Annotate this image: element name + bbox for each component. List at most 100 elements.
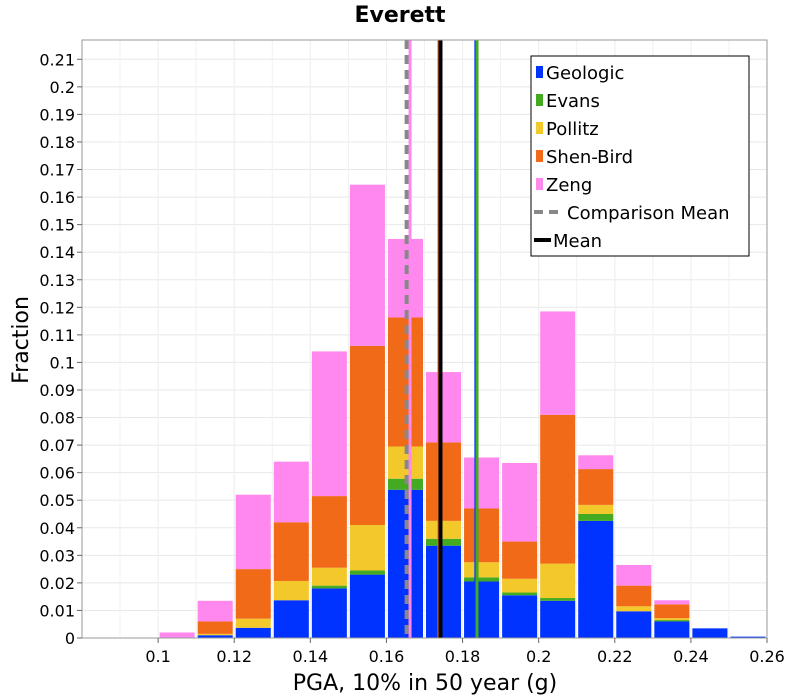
bar-zeng-2 [235,494,271,570]
legend-label-mean: Mean [553,231,602,252]
bar-pollitz-2 [235,618,271,628]
y-tick-label-13: 0.13 [39,271,75,290]
y-tick-label-12: 0.12 [39,298,75,317]
legend-label-zeng: Zeng [546,175,592,196]
bar-geologic-8 [464,581,500,638]
y-tick-label-3: 0.03 [39,546,75,565]
bar-shen-bird-9 [502,541,538,579]
bar-zeng-1 [197,600,233,622]
y-tick-label-15: 0.15 [39,216,75,235]
bar-zeng-11 [578,455,614,470]
bar-evans-5 [349,570,385,575]
legend-swatch-evans [536,94,543,106]
bar-shen-bird-5 [349,345,385,526]
bar-shen-bird-8 [464,508,500,563]
legend-label-shen-bird: Shen-Bird [546,147,633,168]
bar-pollitz-1 [197,633,233,636]
y-axis-label: Fraction [9,296,34,384]
y-tick-label-17: 0.17 [39,161,75,180]
bar-geologic-12 [616,611,652,638]
legend-label-evans: Evans [546,91,600,112]
mean-lines [404,40,479,638]
bar-zeng-5 [349,184,385,346]
x-tick-label-4: 0.18 [445,647,481,666]
bar-geologic-2 [235,627,271,638]
bar-zeng-4 [311,351,347,497]
bar-geologic-10 [540,600,576,638]
y-tick-label-1: 0.01 [39,601,75,620]
bar-evans-8 [464,577,500,582]
bar-shen-bird-2 [235,569,271,619]
bar-zeng-13 [654,600,690,605]
bar-shen-bird-4 [311,496,347,568]
legend-swatch-geologic [536,66,543,78]
bar-pollitz-12 [616,606,652,612]
bar-zeng-12 [616,564,652,586]
y-tick-label-11: 0.11 [39,326,75,345]
bar-geologic-14 [692,628,728,638]
grid [81,40,768,639]
plot-frame [81,39,768,639]
legend-swatch-zeng [536,178,543,190]
y-tick-label-10: 0.1 [50,353,75,372]
bar-pollitz-13 [654,618,690,621]
bar-pollitz-8 [464,562,500,578]
bar-pollitz-7 [426,520,462,539]
bar-shen-bird-3 [273,522,309,581]
bar-geologic-7 [426,545,462,638]
x-tick-label-1: 0.12 [216,647,252,666]
x-tick-label-6: 0.22 [597,647,633,666]
bar-shen-bird-11 [578,469,614,505]
y-tick-label-18: 0.18 [39,133,75,152]
bar-geologic-13 [654,621,690,638]
bar-zeng-7 [426,372,462,443]
bar-zeng-3 [273,461,309,523]
bar-geologic-3 [273,600,309,638]
x-tick-label-0: 0.1 [145,647,170,666]
y-tick-label-7: 0.07 [39,436,75,455]
legend-label-geologic: Geologic [546,63,624,84]
y-tick-label-0: 0 [65,629,75,648]
legend-label-comparison-mean: Comparison Mean [567,203,730,224]
chart-title: Everett [354,3,446,28]
bar-shen-bird-13 [654,604,690,619]
legend-label-pollitz: Pollitz [546,119,599,140]
bar-evans-9 [502,592,538,596]
bar-evans-13 [654,620,690,622]
x-tick-label-5: 0.2 [526,647,551,666]
legend: Geologic Evans Pollitz Shen-Bird Zeng Compari… [530,55,750,257]
bar-shen-bird-7 [426,442,462,521]
bar-geologic-4 [311,588,347,638]
bar-zeng-0 [159,632,195,638]
y-tick-label-6: 0.06 [39,464,75,483]
bar-pollitz-9 [502,578,538,593]
legend-swatch-pollitz [536,122,543,134]
bar-evans-7 [426,538,462,546]
bars [159,184,766,638]
x-axis-ticks: 0.1 0.12 0.14 0.16 0.18 0.2 0.22 0.24 0.26 [145,638,785,666]
x-tick-label-2: 0.14 [293,647,329,666]
bar-evans-6 [387,478,423,490]
y-tick-label-16: 0.16 [39,188,75,207]
y-tick-label-5: 0.05 [39,491,75,510]
bar-zeng-10 [540,311,576,415]
bar-pollitz-5 [349,525,385,571]
bar-geologic-1 [197,635,233,638]
bar-shen-bird-10 [540,414,576,564]
bar-pollitz-4 [311,567,347,586]
bar-shen-bird-6 [387,317,423,447]
bar-pollitz-3 [273,580,309,601]
bar-evans-4 [311,585,347,589]
x-axis-label: PGA, 10% in 50 year (g) [293,671,557,696]
y-tick-label-4: 0.04 [39,519,75,538]
bar-geologic-15 [730,636,766,638]
bar-evans-11 [578,513,614,521]
legend-swatch-shen-bird [536,150,543,162]
y-tick-label-8: 0.08 [39,409,75,428]
bar-pollitz-11 [578,504,614,514]
bar-geologic-9 [502,595,538,638]
y-tick-label-14: 0.14 [39,243,75,262]
bar-zeng-9 [502,463,538,542]
y-axis-ticks: 0 0.01 0.02 0.03 0.04 0.05 0.06 0.07 0.08 0.09 0.1… [39,50,82,648]
